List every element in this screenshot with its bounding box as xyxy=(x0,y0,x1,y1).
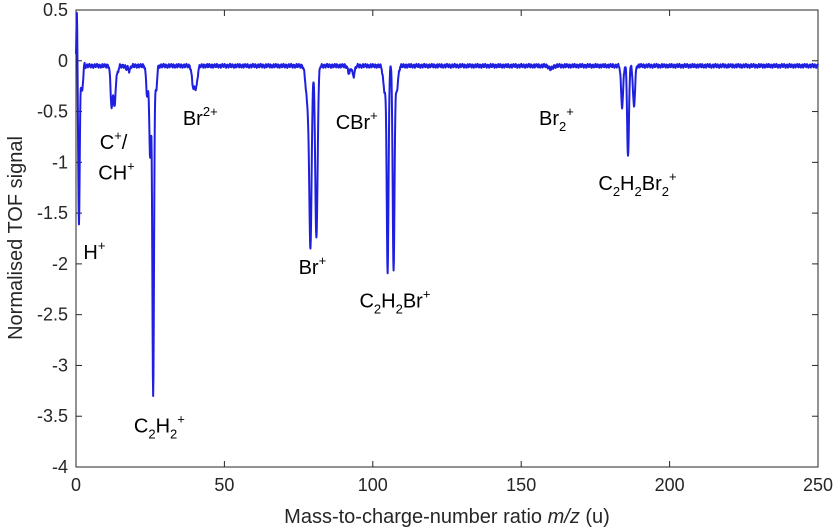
label-h-plus: H+ xyxy=(83,238,105,264)
x-tick-label: 150 xyxy=(506,475,536,495)
label-cbr-plus: CBr+ xyxy=(336,108,378,134)
y-tick-label: -1.5 xyxy=(37,203,68,223)
label-br2-plus: Br2+ xyxy=(183,104,218,130)
x-tick-label: 100 xyxy=(358,475,388,495)
x-tick-label: 0 xyxy=(71,475,81,495)
label-c2h2br2-plus: C2H2Br2+ xyxy=(598,169,676,199)
y-tick-label: 0 xyxy=(58,51,68,71)
x-axis-label: Mass-to-charge-number ratio m/z (u) xyxy=(284,506,610,528)
label-br-plus: Br+ xyxy=(299,253,327,279)
plot-area-border xyxy=(75,9,819,468)
y-axis-ticks: 0.5 0 -0.5 -1 -1.5 -2 -2.5 -3 -3.5 -4 xyxy=(37,0,818,477)
peak-annotations: H+ C+/ CH+ Br2+ C2H2+ Br+ CBr+ C2H2Br+ Br2+ C2H2B… xyxy=(83,104,676,442)
x-tick-label: 200 xyxy=(655,475,685,495)
y-tick-label: -3.5 xyxy=(37,406,68,426)
label-c-plus: C+/ xyxy=(100,128,128,154)
y-axis-label: Normalised TOF signal xyxy=(5,136,27,340)
y-tick-label: -4 xyxy=(52,457,68,477)
x-tick-label: 50 xyxy=(214,475,234,495)
y-tick-label: -1 xyxy=(52,152,68,172)
x-axis-ticks: 0 50 100 150 200 250 xyxy=(71,10,833,495)
label-br2-mol-plus: Br2+ xyxy=(539,104,574,134)
label-ch-plus: CH+ xyxy=(98,159,134,185)
label-c2h2br-plus: C2H2Br+ xyxy=(359,287,430,317)
y-tick-label: -2 xyxy=(52,254,68,274)
series-line-tof-signal xyxy=(75,11,819,397)
label-c2h2-plus: C2H2+ xyxy=(134,411,185,441)
x-tick-label: 250 xyxy=(803,475,833,495)
y-tick-label: -0.5 xyxy=(37,102,68,122)
y-tick-label: -2.5 xyxy=(37,305,68,325)
y-tick-label: -3 xyxy=(52,355,68,375)
plot-frame xyxy=(75,9,819,468)
y-tick-label: 0.5 xyxy=(43,0,68,20)
